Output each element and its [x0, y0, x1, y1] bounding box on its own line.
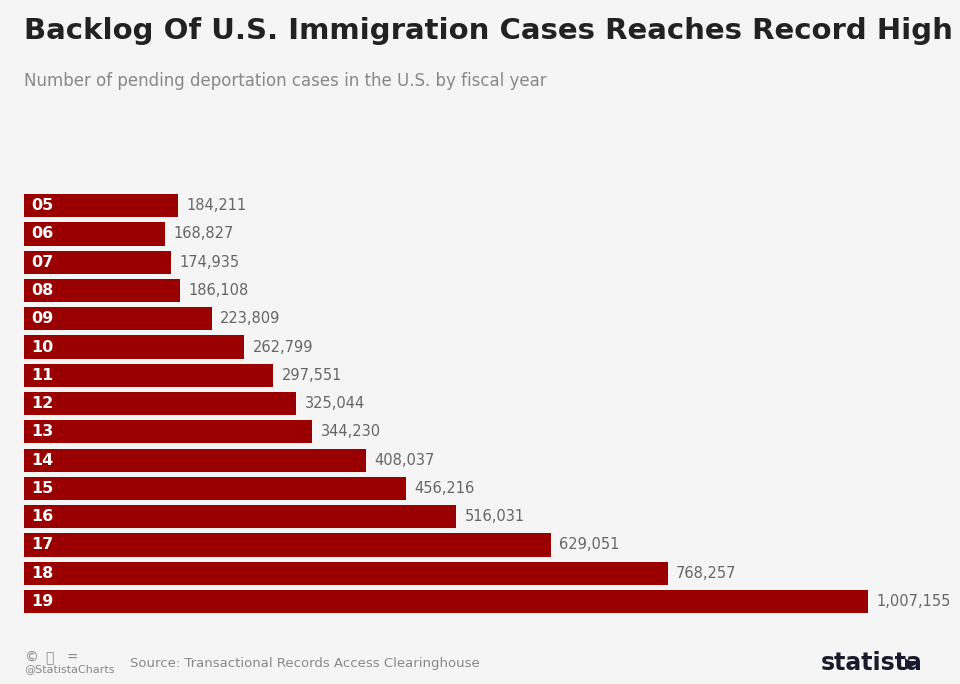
Bar [24, 279, 180, 302]
Text: 05: 05 [32, 198, 54, 213]
Text: 1,007,155: 1,007,155 [876, 594, 950, 609]
Bar [24, 534, 551, 557]
Bar [24, 250, 171, 274]
Bar [24, 477, 406, 500]
Text: 456,216: 456,216 [415, 481, 475, 496]
Bar [24, 590, 868, 613]
Text: 19: 19 [32, 594, 54, 609]
Bar [24, 392, 297, 415]
Text: =: = [66, 651, 78, 665]
Text: 08: 08 [32, 283, 54, 298]
Text: 184,211: 184,211 [186, 198, 247, 213]
Bar [24, 562, 667, 585]
Text: 14: 14 [32, 453, 54, 468]
Text: Backlog Of U.S. Immigration Cases Reaches Record High: Backlog Of U.S. Immigration Cases Reache… [24, 17, 953, 45]
Text: 174,935: 174,935 [179, 254, 239, 269]
Text: 297,551: 297,551 [281, 368, 342, 383]
Bar [24, 335, 244, 358]
Text: ©: © [24, 651, 37, 665]
Bar [24, 505, 456, 528]
Text: 13: 13 [32, 424, 54, 439]
Text: 768,257: 768,257 [676, 566, 736, 581]
Bar [24, 449, 366, 472]
Text: 15: 15 [32, 481, 54, 496]
Bar [24, 364, 274, 387]
Text: 186,108: 186,108 [188, 283, 249, 298]
Text: 09: 09 [32, 311, 54, 326]
Text: 18: 18 [32, 566, 54, 581]
Bar [24, 194, 179, 218]
Text: Source: Transactional Records Access Clearinghouse: Source: Transactional Records Access Cle… [130, 657, 479, 670]
Text: 408,037: 408,037 [374, 453, 435, 468]
Bar [24, 420, 312, 443]
Text: 06: 06 [32, 226, 54, 241]
Text: 629,051: 629,051 [560, 538, 620, 553]
Text: 10: 10 [32, 339, 54, 354]
Text: statista: statista [821, 651, 923, 676]
Text: ⓘ: ⓘ [45, 651, 54, 665]
Text: 344,230: 344,230 [321, 424, 381, 439]
Text: 07: 07 [32, 254, 54, 269]
Text: ▶: ▶ [905, 656, 917, 671]
Text: 16: 16 [32, 509, 54, 524]
Text: 17: 17 [32, 538, 54, 553]
Text: 223,809: 223,809 [220, 311, 280, 326]
Text: 325,044: 325,044 [304, 396, 365, 411]
Text: 11: 11 [32, 368, 54, 383]
Text: 168,827: 168,827 [174, 226, 234, 241]
Text: 262,799: 262,799 [252, 339, 313, 354]
Text: Number of pending deportation cases in the U.S. by fiscal year: Number of pending deportation cases in t… [24, 72, 546, 90]
Text: 516,031: 516,031 [465, 509, 525, 524]
Text: 12: 12 [32, 396, 54, 411]
Bar [24, 307, 211, 330]
Bar [24, 222, 165, 246]
Text: @StatistaCharts: @StatistaCharts [24, 664, 114, 674]
